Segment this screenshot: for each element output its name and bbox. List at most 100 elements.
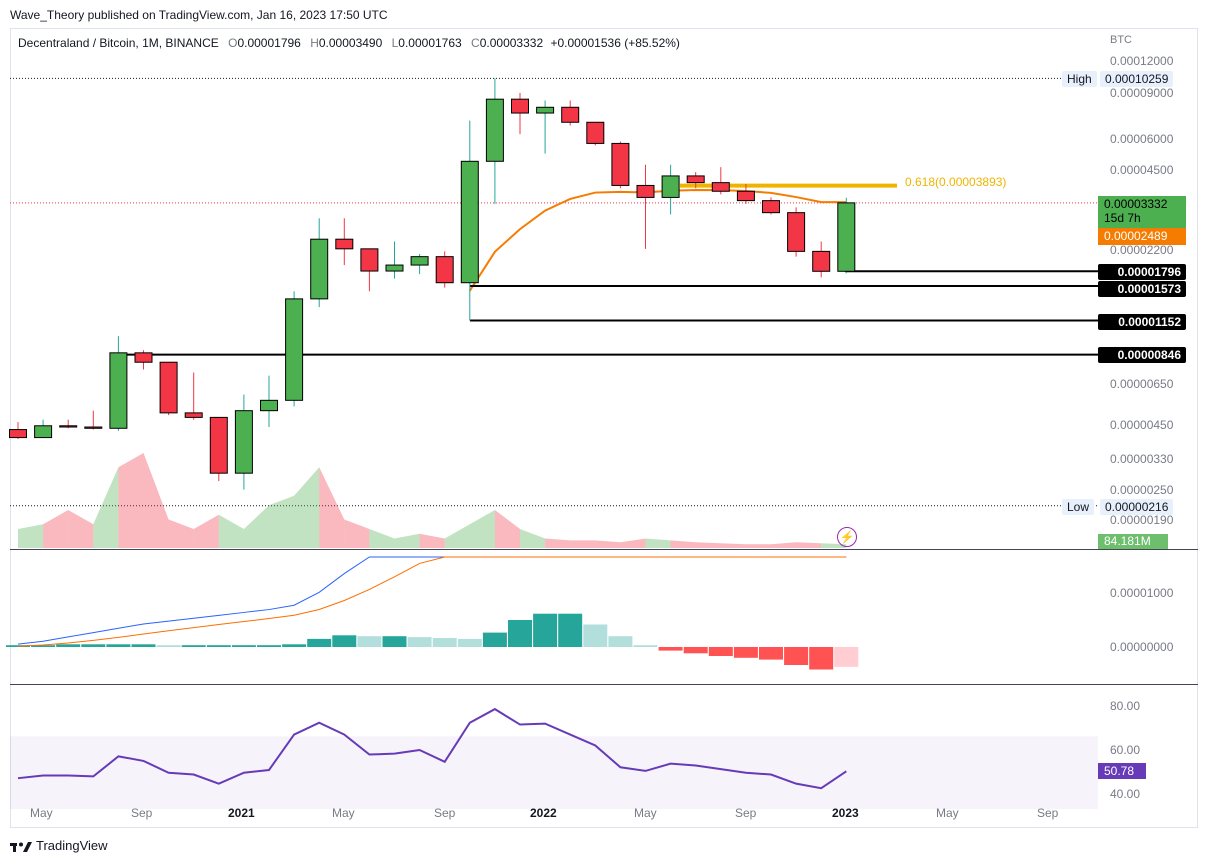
macd-histogram-bar xyxy=(407,637,432,647)
time-tick: May xyxy=(30,806,53,820)
tradingview-brand[interactable]: TradingView xyxy=(10,838,108,853)
volume-area xyxy=(369,529,395,548)
open-value: 0.00001796 xyxy=(237,36,301,50)
price-tick: 0.00000190 xyxy=(1110,513,1174,527)
pane-separator[interactable] xyxy=(10,684,1198,685)
volume-area xyxy=(18,524,44,548)
price-tick: 0.00006000 xyxy=(1110,132,1174,146)
volume-area xyxy=(670,540,696,548)
candle-body xyxy=(736,190,755,202)
candle-body xyxy=(561,106,580,123)
volume-area xyxy=(243,505,269,548)
macd-histogram-bar xyxy=(834,647,859,667)
price-tick: 0.00002200 xyxy=(1110,243,1174,257)
macd-histogram-bar xyxy=(131,644,156,647)
macd-histogram-bar xyxy=(482,632,507,647)
macd-histogram-bar xyxy=(432,638,457,647)
candle-body xyxy=(485,98,504,162)
low-label: L xyxy=(391,36,399,50)
ema-value-tag: 0.00002489 xyxy=(1098,228,1186,245)
volume-area xyxy=(469,510,495,548)
macd-histogram-bar xyxy=(683,647,708,654)
volume-area xyxy=(545,538,571,548)
rsi-tick: 80.00 xyxy=(1110,699,1141,713)
time-tick: May xyxy=(634,806,657,820)
volume-area xyxy=(520,529,546,548)
rsi-band xyxy=(10,736,1098,810)
tradingview-brand-label: TradingView xyxy=(36,838,108,853)
last-price-tag: 0.00003332 15d 7h xyxy=(1098,196,1186,228)
bar-countdown: 15d 7h xyxy=(1104,211,1141,225)
low-value: 0.00001763 xyxy=(398,36,462,50)
volume-area xyxy=(218,514,244,548)
candle-body xyxy=(410,256,429,266)
macd-histogram-bar xyxy=(533,613,558,647)
flash-icon[interactable]: ⚡ xyxy=(837,527,857,547)
macd-histogram-bar xyxy=(156,645,181,647)
volume-area xyxy=(494,510,520,548)
candle-body xyxy=(460,160,479,284)
candle-body xyxy=(234,410,253,474)
volume-area xyxy=(168,519,194,548)
candle-body xyxy=(260,399,278,412)
candle-body xyxy=(335,238,354,250)
time-tick: May xyxy=(332,806,355,820)
macd-histogram-bar xyxy=(206,645,231,647)
macd-histogram-bar xyxy=(31,645,56,647)
volume-area xyxy=(269,495,295,548)
macd-histogram-bar xyxy=(633,645,658,647)
candle-body xyxy=(9,429,27,439)
candle-body xyxy=(837,202,856,272)
level-tag: 0.00001152 xyxy=(1098,314,1186,330)
publish-line: Wave_Theory published on TradingView.com… xyxy=(10,8,388,22)
volume-area xyxy=(394,533,420,548)
macd-histogram-bar xyxy=(558,613,583,647)
macd-histogram-bar xyxy=(784,647,809,665)
volume-tag: 84.181M xyxy=(1098,534,1168,549)
price-tick: 0.00012000 xyxy=(1110,54,1174,68)
price-tick: 0.00004500 xyxy=(1110,163,1174,177)
symbol-label[interactable]: Decentraland / Bitcoin, 1M, BINANCE xyxy=(18,36,219,50)
time-tick: 2022 xyxy=(530,806,557,820)
candle-body xyxy=(59,425,78,428)
high-tag-value: 0.00010259 xyxy=(1100,71,1174,87)
volume-area xyxy=(43,510,69,548)
volume-area xyxy=(344,519,370,548)
level-tag: 0.00000846 xyxy=(1098,347,1186,363)
low-tag-label: Low xyxy=(1062,499,1095,515)
candle-body xyxy=(711,182,730,192)
level-tag: 0.00001573 xyxy=(1098,281,1186,297)
candle-body xyxy=(159,361,178,414)
low-tag-value: 0.00000216 xyxy=(1100,499,1174,515)
time-tick: May xyxy=(936,806,959,820)
chart-frame[interactable] xyxy=(10,28,1198,828)
volume-area xyxy=(796,542,822,548)
volume-area xyxy=(771,542,797,548)
candle-body xyxy=(787,212,806,252)
macd-histogram-bar xyxy=(106,644,131,647)
macd-histogram-bar xyxy=(583,624,608,647)
candle-body xyxy=(209,416,228,474)
macd-histogram-bar xyxy=(457,638,482,647)
rsi-line xyxy=(17,707,847,790)
change-value: +0.00001536 (+85.52%) xyxy=(550,36,680,50)
macd-histogram-bar xyxy=(733,647,758,658)
candle-body xyxy=(310,238,329,300)
candle-body xyxy=(34,425,53,439)
volume-area xyxy=(294,467,320,548)
pane-separator[interactable] xyxy=(10,549,1198,550)
macd-histogram-bar xyxy=(809,647,834,670)
candle-body xyxy=(109,352,128,429)
candle-body xyxy=(812,250,831,272)
fib-618-label: 0.618(0.00003893) xyxy=(905,175,1007,189)
macd-histogram-bar xyxy=(708,647,733,656)
macd-histogram-bar xyxy=(181,645,206,647)
candle-body xyxy=(435,256,454,284)
macd-histogram-bar xyxy=(759,647,783,660)
macd-histogram-bar xyxy=(508,620,532,647)
candle-body xyxy=(360,248,379,272)
macd-histogram-bar xyxy=(382,636,407,647)
candle-body xyxy=(611,142,630,186)
candle-body xyxy=(586,121,605,144)
